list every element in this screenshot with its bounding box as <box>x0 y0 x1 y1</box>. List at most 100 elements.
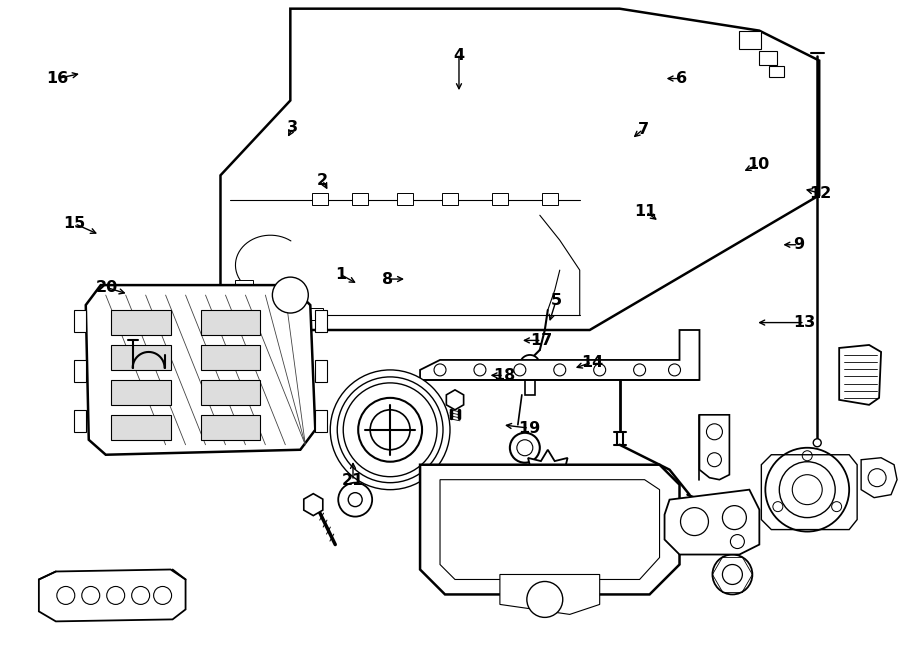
Polygon shape <box>520 449 576 506</box>
Bar <box>111 345 171 370</box>
Circle shape <box>707 453 722 467</box>
Circle shape <box>520 355 540 375</box>
Circle shape <box>731 535 744 549</box>
Circle shape <box>474 364 486 376</box>
Circle shape <box>723 564 742 584</box>
Circle shape <box>338 377 443 483</box>
Bar <box>492 193 508 206</box>
Circle shape <box>107 586 125 604</box>
Bar <box>770 65 784 77</box>
Circle shape <box>765 447 850 531</box>
Polygon shape <box>664 490 760 555</box>
Bar <box>397 193 413 206</box>
Circle shape <box>510 433 540 463</box>
Circle shape <box>434 364 446 376</box>
Circle shape <box>330 370 450 490</box>
Circle shape <box>723 506 746 529</box>
Text: 5: 5 <box>551 293 562 308</box>
Bar <box>740 30 761 49</box>
Bar <box>287 308 303 320</box>
Text: 14: 14 <box>580 355 603 369</box>
Bar <box>315 360 328 382</box>
Circle shape <box>814 439 821 447</box>
Circle shape <box>594 364 606 376</box>
Circle shape <box>538 468 558 488</box>
Text: 3: 3 <box>287 120 299 136</box>
Bar <box>238 308 254 320</box>
Polygon shape <box>86 285 315 455</box>
Circle shape <box>832 502 842 512</box>
Bar <box>352 193 368 206</box>
Bar <box>201 345 260 370</box>
Text: 18: 18 <box>493 368 515 383</box>
Circle shape <box>131 586 149 604</box>
Bar <box>201 415 260 440</box>
Circle shape <box>680 508 708 535</box>
Circle shape <box>348 492 362 506</box>
Circle shape <box>343 383 437 477</box>
Text: 20: 20 <box>95 280 118 295</box>
Circle shape <box>57 586 75 604</box>
Circle shape <box>773 502 783 512</box>
Polygon shape <box>304 494 323 516</box>
Bar <box>236 280 254 294</box>
Bar <box>307 308 323 320</box>
Bar <box>111 380 171 405</box>
Polygon shape <box>861 457 897 498</box>
Circle shape <box>358 398 422 462</box>
Circle shape <box>514 364 526 376</box>
Text: 15: 15 <box>64 216 86 231</box>
Text: 21: 21 <box>342 473 364 488</box>
Text: 4: 4 <box>454 48 464 63</box>
Circle shape <box>338 483 373 517</box>
Circle shape <box>868 469 886 486</box>
Circle shape <box>634 364 645 376</box>
Polygon shape <box>39 570 185 621</box>
Text: 1: 1 <box>335 267 346 282</box>
Bar <box>74 410 86 432</box>
Polygon shape <box>220 9 819 330</box>
Bar <box>74 310 86 332</box>
Polygon shape <box>420 330 699 380</box>
Bar <box>312 193 328 206</box>
Text: 12: 12 <box>809 186 831 201</box>
Circle shape <box>154 586 172 604</box>
Bar <box>525 375 535 395</box>
Polygon shape <box>440 480 660 580</box>
Circle shape <box>802 451 812 461</box>
Bar <box>542 193 558 206</box>
Circle shape <box>779 462 835 518</box>
Polygon shape <box>420 465 680 594</box>
Bar <box>201 380 260 405</box>
Bar <box>760 51 778 65</box>
Circle shape <box>273 277 309 313</box>
Text: 7: 7 <box>637 122 649 137</box>
Bar <box>236 300 254 314</box>
Circle shape <box>713 555 752 594</box>
Circle shape <box>554 364 566 376</box>
Bar <box>315 410 328 432</box>
Polygon shape <box>699 415 729 480</box>
Polygon shape <box>500 574 599 615</box>
Circle shape <box>370 410 410 449</box>
Text: 8: 8 <box>382 272 392 287</box>
Text: 19: 19 <box>518 420 540 436</box>
Text: 6: 6 <box>676 71 688 86</box>
Circle shape <box>669 364 680 376</box>
Text: 2: 2 <box>317 173 328 188</box>
Circle shape <box>792 475 823 504</box>
Text: 11: 11 <box>634 204 657 219</box>
Bar <box>111 310 171 335</box>
Bar <box>74 360 86 382</box>
Text: 16: 16 <box>47 71 68 86</box>
Circle shape <box>82 586 100 604</box>
Bar <box>315 310 328 332</box>
Bar <box>442 193 458 206</box>
Circle shape <box>517 440 533 455</box>
Bar <box>201 310 260 335</box>
Circle shape <box>526 582 562 617</box>
Text: 13: 13 <box>794 315 816 330</box>
Text: 9: 9 <box>793 237 804 253</box>
Bar <box>111 415 171 440</box>
Polygon shape <box>839 345 881 405</box>
